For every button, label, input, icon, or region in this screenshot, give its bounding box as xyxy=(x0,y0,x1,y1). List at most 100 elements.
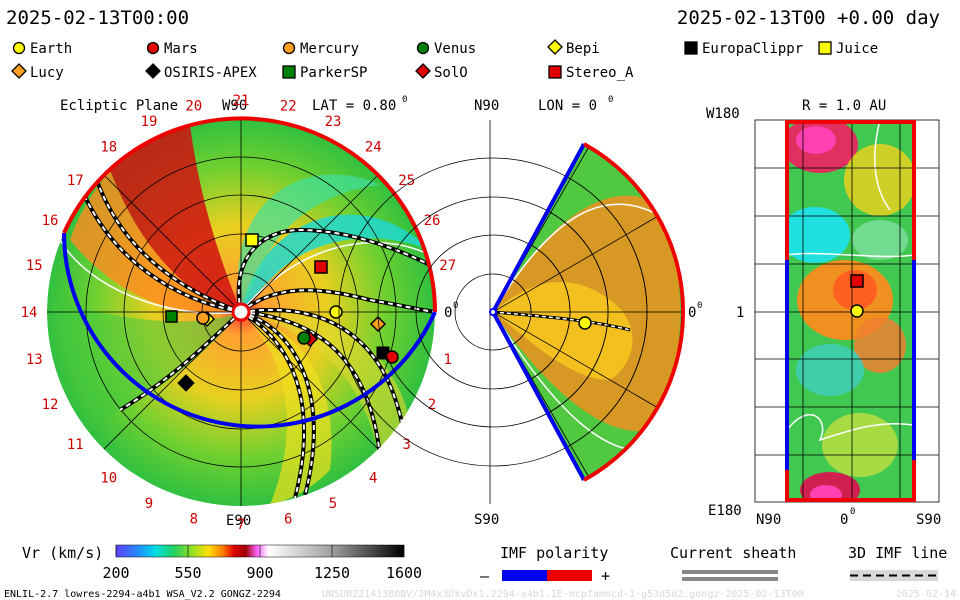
sphere-zero-label: 0 xyxy=(840,512,848,528)
rotation-number-25: 25 xyxy=(398,173,415,189)
rotation-number-1: 1 xyxy=(443,352,451,368)
sphere-n90-label: N90 xyxy=(756,512,781,528)
solo-legend-icon xyxy=(415,63,431,79)
legend-item-lucy: Lucy xyxy=(11,63,64,81)
rotation-number-17: 17 xyxy=(67,173,84,189)
footer-faded-date: 2025-02-14 xyxy=(896,589,956,600)
earth-marker xyxy=(329,305,343,319)
legend-item-mercury: Mercury xyxy=(282,41,359,57)
mercury-marker xyxy=(196,311,210,325)
ecliptic-zero-label: 0 xyxy=(444,305,452,321)
sphere-w180-label: W180 xyxy=(706,106,740,122)
lucy-marker xyxy=(369,315,387,333)
mars-marker xyxy=(385,350,399,364)
rotation-number-10: 10 xyxy=(100,471,117,487)
current-sheath-key: Current sheath xyxy=(670,544,796,581)
footer-model: ENLIL-2.7 lowres-2294-a4b1 WSA_V2.2 GONG… xyxy=(4,589,281,600)
venus-legend-icon xyxy=(416,41,430,55)
legend-label: Lucy xyxy=(30,65,64,81)
meridional-lon-degree: 0 xyxy=(608,95,613,105)
colorbar-tick-label: 550 xyxy=(174,564,201,582)
legend-label: EuropaClippr xyxy=(702,41,803,57)
legend-item-osiris-apex: OSIRIS-APEX xyxy=(145,63,257,81)
sphere-earth-marker xyxy=(850,304,864,318)
rotation-number-24: 24 xyxy=(365,139,382,155)
ecliptic-lat-degree: 0 xyxy=(402,95,407,105)
footer-faded-id: UNSUB22141380BV/2M4x3DkvDk1.2294-a4b1.1E… xyxy=(322,589,804,600)
rotation-number-22: 22 xyxy=(280,98,297,114)
stereo-a-marker xyxy=(314,260,328,274)
rotation-number-20: 20 xyxy=(185,98,202,114)
imf-line-key: 3D IMF line xyxy=(848,544,947,581)
header-right-timestamp: 2025-02-13T00 +0.00 day xyxy=(677,7,940,29)
rotation-number-18: 18 xyxy=(100,139,117,155)
meridional-zero-label: 0 xyxy=(688,305,696,321)
legend: Earth Mars Mercury Venus Bepi EuropaClippr Jui… xyxy=(11,39,878,81)
colorbar-label: Vr (km/s) xyxy=(22,544,103,562)
earth-legend-icon xyxy=(12,41,26,55)
colorbar-tick-label: 200 xyxy=(102,564,129,582)
meridional-lon-label: LON = 0 xyxy=(538,98,597,114)
sphere-panel: R = 1.0 AU W180 E180 1 N90 0 0 S90 xyxy=(706,98,941,528)
legend-item-parkersp: ParkerSP xyxy=(282,65,367,81)
mercury-legend-icon xyxy=(282,41,296,55)
parkersp-legend-icon xyxy=(282,65,296,79)
current-sheath-label: Current sheath xyxy=(670,544,796,562)
legend-label: SolO xyxy=(434,65,468,81)
sphere-mid-label: 1 xyxy=(736,305,744,321)
rotation-number-19: 19 xyxy=(141,114,158,130)
ecliptic-lat-label: LAT = 0.80 xyxy=(312,98,396,114)
colorbar-tick-label: 1250 xyxy=(314,564,350,582)
meridional-rim xyxy=(583,142,686,482)
colorbar-tick-label: 1600 xyxy=(386,564,422,582)
meridional-earth-marker xyxy=(578,316,592,330)
rotation-number-2: 2 xyxy=(428,397,436,413)
legend-label: Earth xyxy=(30,41,72,57)
legend-label: Bepi xyxy=(566,41,600,57)
rotation-number-13: 13 xyxy=(26,352,43,368)
legend-row-2: Lucy OSIRIS-APEX ParkerSP SolO Stereo_A xyxy=(11,63,634,81)
lucy-legend-icon xyxy=(11,63,27,79)
legend-label: Venus xyxy=(434,41,476,57)
venus-marker xyxy=(297,331,311,345)
sphere-title: R = 1.0 AU xyxy=(802,98,886,114)
ecliptic-rim-negative xyxy=(62,232,437,429)
legend-label: OSIRIS-APEX xyxy=(164,65,257,81)
sun-icon xyxy=(231,302,251,322)
rotation-number-26: 26 xyxy=(424,213,441,229)
ecliptic-spacecraft xyxy=(165,233,399,392)
bepi-legend-icon xyxy=(547,39,563,55)
header-left-timestamp: 2025-02-13T00:00 xyxy=(6,7,189,29)
mars-legend-icon xyxy=(146,41,160,55)
rotation-number-7: 7 xyxy=(237,517,245,533)
legend-item-mars: Mars xyxy=(146,41,198,57)
legend-row-1: Earth Mars Mercury Venus Bepi EuropaClippr Jui… xyxy=(12,39,878,57)
legend-item-earth: Earth xyxy=(12,41,72,57)
rotation-number-4: 4 xyxy=(369,471,377,487)
legend-item-juice: Juice xyxy=(818,41,878,57)
ecliptic-e90-label: E90 xyxy=(226,513,251,529)
rotation-number-14: 14 xyxy=(21,305,38,321)
legend-item-bepi: Bepi xyxy=(547,39,600,57)
osiris-apex-legend-icon xyxy=(145,63,161,79)
sphere-stereo-a-marker xyxy=(850,274,864,288)
imf-line-label: 3D IMF line xyxy=(848,544,947,562)
ecliptic-rim-positive xyxy=(62,116,437,313)
rotation-number-21: 21 xyxy=(233,93,250,109)
colorbar-ticks: 200 550 900 1250 1600 xyxy=(102,545,422,582)
meridional-edge-south xyxy=(491,311,586,481)
rotation-number-5: 5 xyxy=(329,496,337,512)
meridional-sun-icon xyxy=(489,308,497,316)
rotation-number-12: 12 xyxy=(42,397,59,413)
juice-marker xyxy=(245,233,259,247)
meridional-s90-label: S90 xyxy=(474,512,499,528)
rotation-number-16: 16 xyxy=(42,213,59,229)
legend-item-stereo-a: Stereo_A xyxy=(548,65,634,81)
imf-polarity-label: IMF polarity xyxy=(500,544,608,562)
parker-sp-marker xyxy=(165,310,178,323)
osiris-apex-marker xyxy=(177,374,195,392)
legend-item-europaclippr: EuropaClippr xyxy=(684,41,803,57)
rotation-number-3: 3 xyxy=(402,437,410,453)
legend-label: Mercury xyxy=(300,41,359,57)
